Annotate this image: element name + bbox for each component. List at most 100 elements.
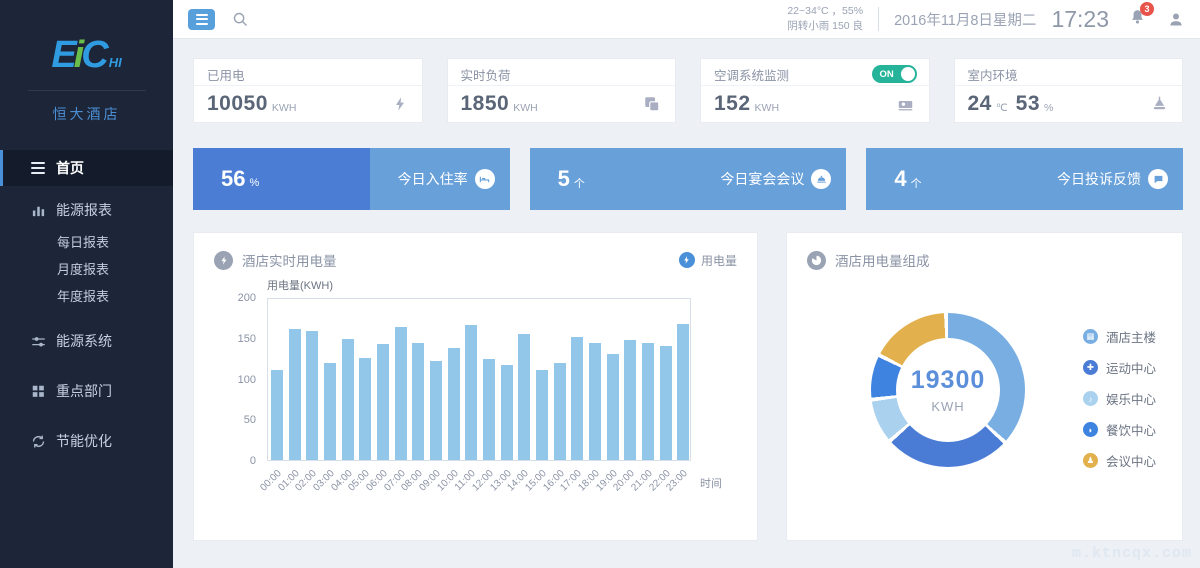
bar — [412, 342, 425, 460]
load-icon — [643, 95, 661, 113]
donut-legend: ▦ 酒店主楼 ✚ 运动中心 ♪ 娱乐中心 ◗ 餐饮中心 ♟ 会议中心 — [1082, 327, 1156, 470]
banner-unit: 个 — [910, 178, 922, 190]
legend-lightning-icon — [678, 252, 695, 268]
hamburger-menu-button[interactable] — [188, 8, 215, 30]
donut-chart — [871, 313, 1025, 467]
stat-card-value: 10050 — [207, 92, 268, 115]
bar-plot-area — [267, 298, 691, 461]
home-icon — [30, 160, 46, 176]
occupancy-progress-fill — [193, 148, 371, 210]
bed-icon — [474, 169, 495, 189]
stat-card-unit: KWH — [513, 101, 538, 114]
stat-card-used-electricity: 已用电 10050 KWH — [193, 58, 423, 123]
ac-on-toggle[interactable]: ON — [871, 65, 917, 83]
donut-chart-title: 酒店用电量组成 — [835, 254, 930, 269]
bar — [323, 363, 336, 460]
stat-card-humidity-unit: % — [1044, 101, 1054, 114]
entertainment-icon: ♪ — [1082, 391, 1098, 406]
sidebar-item-energy-system[interactable]: 能源系统 — [0, 323, 173, 359]
meeting-icon: ♟ — [1082, 453, 1098, 468]
sidebar-subitem-monthly-report[interactable]: 月度报表 — [0, 255, 173, 282]
bar-chart-legend: 用电量 — [678, 252, 737, 269]
banner-value: 56 — [221, 166, 246, 191]
legend-label: 酒店主楼 — [1105, 331, 1156, 345]
logo-divider — [27, 90, 146, 91]
donut-total-value: 19300 — [910, 366, 986, 394]
current-date: 2016年11月8日星期二 — [894, 12, 1037, 29]
sports-icon: ✚ — [1082, 360, 1098, 375]
donut-center-label: 19300 KWH — [871, 313, 1025, 467]
bar — [376, 344, 389, 460]
sidebar-item-key-departments[interactable]: 重点部门 — [0, 373, 173, 409]
indoor-env-icon — [1151, 96, 1168, 113]
y-tick-label: 0 — [249, 455, 256, 467]
banner-occupancy[interactable]: 56 % 今日入住率 — [193, 148, 510, 210]
stat-card-title: 实时负荷 — [460, 68, 511, 83]
sidebar-menu: 首页 能源报表 每日报表 月度报表 年度报表 能源系统 重点部门 — [0, 150, 173, 459]
bar — [288, 328, 301, 460]
banner-complaints-feedback[interactable]: 4 个 今日投诉反馈 — [866, 148, 1184, 210]
sidebar: EiC HI 恒大酒店 首页 能源报表 每日报表 月度报表 年度报表 — [0, 0, 173, 568]
grid-icon — [30, 383, 46, 399]
notifications-button[interactable]: 3 — [1129, 1, 1154, 31]
logo-part-e: E — [51, 34, 76, 76]
bar — [429, 361, 442, 460]
pie-circle-icon — [807, 250, 826, 270]
logo-text: EiC HI — [0, 36, 173, 74]
sliders-icon — [30, 333, 46, 349]
sidebar-item-label: 节能优化 — [56, 433, 112, 449]
banner-banquet-meetings[interactable]: 5 个 今日宴会会议 — [529, 148, 847, 210]
stat-cards-row: 已用电 10050 KWH 实时负荷 1850 KWH 空调系统监测 ON 15… — [193, 58, 1183, 123]
bar — [482, 358, 495, 460]
user-avatar-button[interactable] — [1168, 11, 1184, 28]
weather-summary: 22~34°C ，55% 阴转小雨 150 良 — [787, 4, 863, 33]
stat-card-unit: KWH — [754, 101, 780, 114]
ac-monitor-icon — [896, 96, 915, 113]
sidebar-subitem-label: 每日报表 — [57, 235, 110, 250]
sidebar-item-label: 首页 — [56, 160, 84, 176]
bar — [394, 327, 407, 460]
banner-label: 今日入住率 — [397, 171, 468, 187]
legend-item-dining-center: ◗ 餐饮中心 — [1082, 420, 1156, 439]
banner-label: 今日宴会会议 — [720, 171, 805, 187]
legend-label: 运动中心 — [1105, 362, 1156, 376]
brand-logo: EiC HI 恒大酒店 — [0, 0, 173, 124]
sidebar-item-home[interactable]: 首页 — [0, 150, 173, 186]
bar — [624, 340, 637, 460]
sidebar-item-energy-optimization[interactable]: 节能优化 — [0, 423, 173, 459]
refresh-cycle-icon — [30, 433, 46, 449]
toggle-knob — [900, 67, 915, 81]
sidebar-subitem-daily-report[interactable]: 每日报表 — [0, 228, 173, 255]
building-icon: ▦ — [1082, 329, 1098, 344]
sidebar-subitem-label: 年度报表 — [57, 289, 110, 304]
bar — [341, 339, 354, 460]
donut-total-unit: KWH — [931, 399, 965, 414]
topbar-divider — [878, 7, 880, 31]
bar — [359, 358, 372, 460]
stat-card-value: 1850 — [460, 92, 510, 115]
hourly-usage-chart-card: 酒店实时用电量 用电量 用电量(KWH) 0 50 100 150 200 00:00 0… — [193, 232, 758, 541]
sidebar-subitem-yearly-report[interactable]: 年度报表 — [0, 282, 173, 309]
bar — [270, 370, 283, 460]
sidebar-item-energy-report[interactable]: 能源报表 — [0, 192, 173, 228]
lightning-icon — [392, 95, 408, 113]
bar — [306, 331, 319, 460]
hotel-name: 恒大酒店 — [52, 106, 121, 122]
sidebar-subitem-label: 月度报表 — [57, 262, 110, 277]
stat-card-ac-monitoring: 空调系统监测 ON 152 KWH — [700, 58, 930, 123]
legend-item-meeting-center: ♟ 会议中心 — [1082, 451, 1156, 470]
legend-label: 会议中心 — [1105, 455, 1156, 469]
x-axis-title: 时间 — [700, 478, 722, 490]
weather-line-2: 阴转小雨 150 良 — [787, 20, 864, 32]
bar — [641, 343, 654, 460]
bar — [500, 364, 513, 460]
search-icon[interactable] — [232, 11, 249, 28]
y-tick-label: 100 — [237, 373, 256, 386]
topbar: 22~34°C ，55% 阴转小雨 150 良 2016年11月8日星期二 17… — [173, 0, 1200, 39]
banner-value: 5 — [557, 166, 570, 191]
bar — [659, 345, 672, 460]
stat-card-title: 室内环境 — [967, 68, 1018, 83]
legend-label: 用电量 — [700, 253, 737, 268]
legend-item-entertainment-center: ♪ 娱乐中心 — [1082, 389, 1156, 408]
feedback-icon — [1148, 169, 1169, 189]
